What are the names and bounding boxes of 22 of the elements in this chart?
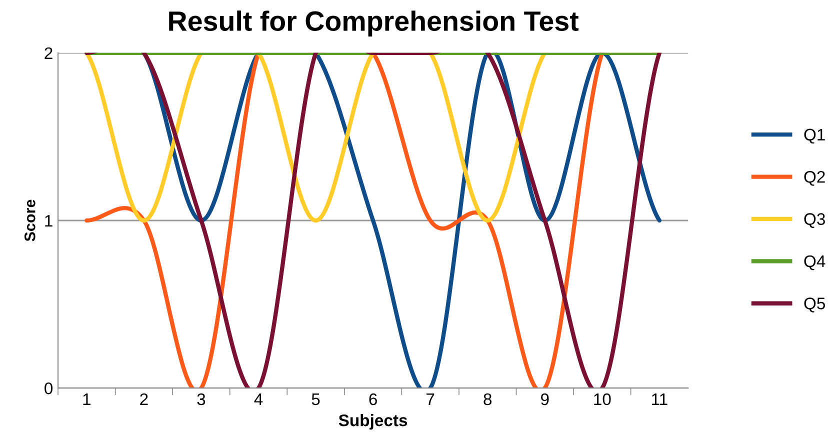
- x-tick-label: 3: [197, 393, 206, 406]
- x-tick-label: 5: [312, 394, 320, 406]
- x-tick-label: 1: [83, 394, 90, 406]
- x-tick-label: 9: [541, 393, 549, 406]
- x-tick-label: 7: [426, 394, 434, 406]
- legend-label: Q1: [804, 128, 825, 144]
- y-axis-title: Score: [24, 200, 36, 242]
- x-tick-label: 2: [140, 393, 148, 406]
- y-tick-label: 1: [45, 215, 52, 227]
- x-tick-label: 8: [484, 393, 492, 406]
- legend-label: Q2: [804, 170, 825, 186]
- x-axis-title: Subjects: [338, 414, 408, 430]
- x-tick-label: 11: [652, 394, 668, 406]
- x-tick-label: 4: [254, 394, 263, 406]
- x-tick-label: 6: [369, 393, 377, 406]
- x-tick-label: 10: [594, 393, 611, 406]
- chart-title: Result for Comprehension Test: [169, 10, 579, 36]
- legend-label: Q3: [804, 213, 825, 228]
- y-tick-label: 0: [44, 382, 53, 394]
- legend-label: Q4: [804, 255, 826, 270]
- legend-label: Q5: [804, 298, 826, 312]
- y-tick-label: 2: [44, 47, 52, 59]
